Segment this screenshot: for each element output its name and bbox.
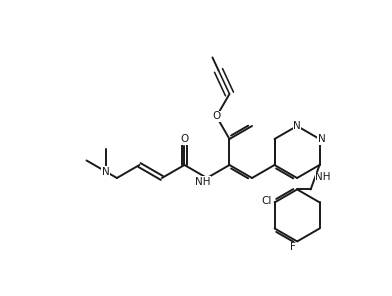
Text: Cl: Cl [261, 197, 272, 206]
Text: N: N [293, 121, 301, 131]
Text: NH: NH [315, 172, 331, 182]
Text: N: N [102, 166, 109, 176]
Text: F: F [290, 242, 296, 252]
Text: O: O [180, 134, 189, 144]
Text: O: O [212, 112, 221, 121]
Text: N: N [318, 134, 325, 144]
Text: NH: NH [195, 177, 211, 187]
